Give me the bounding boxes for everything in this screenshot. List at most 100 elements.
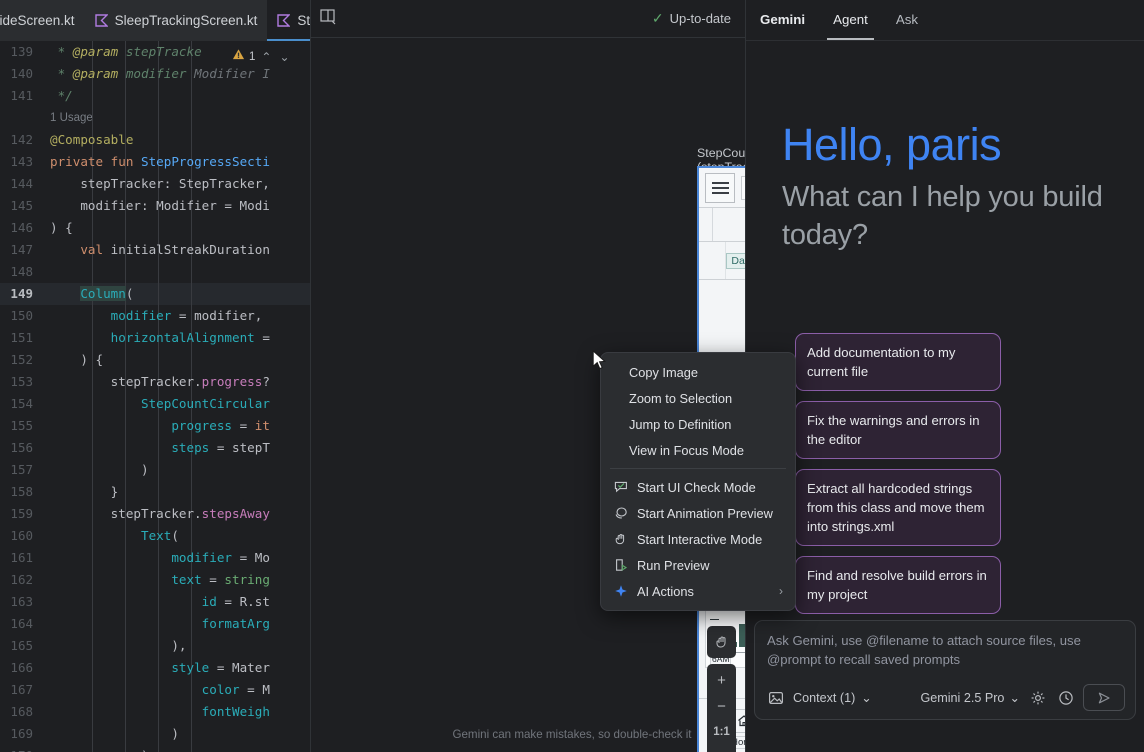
hamburger-icon[interactable]	[705, 172, 735, 203]
send-icon[interactable]	[1083, 684, 1125, 711]
code-line: 161 modifier = Mo	[10, 550, 270, 565]
code-line: 140 * @param modifier Modifier I	[10, 66, 270, 81]
code-line: 147 val initialStreakDuration	[10, 242, 270, 257]
context-selector[interactable]: Context (1) ⌄	[793, 690, 872, 706]
code-line: 150 modifier = modifier,	[10, 308, 263, 323]
code-line: 165 ),	[10, 638, 187, 653]
period-segmented-control: Day Week Month	[699, 242, 745, 280]
code-area: 139 * @param stepTracke 140 * @param mod…	[0, 41, 310, 752]
code-line: 162 text = string	[10, 572, 270, 587]
code-line: 166 style = Mater	[10, 660, 270, 675]
preview-context-menu: Copy Image Zoom to Selection Jump to Def…	[600, 352, 796, 611]
code-line: 160 Text(	[10, 528, 179, 543]
code-line: 148	[10, 264, 33, 279]
chevron-down-icon: ⌄	[1009, 691, 1020, 705]
code-line: 139 * @param stepTracke	[10, 44, 202, 59]
zoom-out-button[interactable]: −	[717, 697, 726, 715]
editor-code-viewport[interactable]: 139 * @param stepTracke 140 * @param mod…	[0, 41, 310, 752]
image-attach-icon[interactable]	[765, 687, 786, 708]
gemini-input-box[interactable]: Ask Gemini, use @filename to attach sour…	[754, 620, 1136, 720]
code-line: 164 formatArg	[10, 616, 270, 631]
kotlin-file-icon	[94, 14, 108, 27]
menu-item-start-animation-preview[interactable]: Start Animation Preview	[601, 500, 795, 526]
gemini-input-toolbar: Context (1) ⌄ Gemini 2.5 Pro ⌄	[765, 684, 1125, 711]
suggestion-card[interactable]: Add documentation to my current file	[795, 333, 1001, 391]
suggestion-card[interactable]: Extract all hardcoded strings from this …	[795, 469, 1001, 546]
code-line: 141 */	[10, 88, 73, 103]
greeting-subtitle: What can I help you build today?	[782, 181, 1103, 251]
warning-icon	[232, 48, 245, 66]
chevron-down-icon: ⌄	[861, 691, 872, 705]
menu-item-run-preview[interactable]: Run Preview	[601, 552, 795, 578]
greeting-title: Hello, paris	[782, 119, 1002, 170]
code-line: 157 )	[10, 462, 149, 477]
menu-item-ai-actions[interactable]: AI Actions ›	[601, 578, 795, 604]
gear-icon[interactable]	[1027, 687, 1048, 708]
gemini-prompt-placeholder: Ask Gemini, use @filename to attach sour…	[767, 633, 1081, 667]
code-line: 156 steps = stepT	[10, 440, 270, 455]
code-line: 151 horizontalAlignment =	[10, 330, 270, 345]
code-line: 159 stepTracker.stepsAway	[10, 506, 270, 521]
clock-icon[interactable]	[1055, 687, 1076, 708]
gemini-greeting-block: Hello, paris What can I help you build t…	[782, 118, 1144, 254]
menu-item-start-ui-check-mode[interactable]: Start UI Check Mode	[601, 474, 795, 500]
fit-screen-icon[interactable]	[708, 745, 735, 752]
menu-item-view-in-focus-mode[interactable]: View in Focus Mode	[629, 442, 744, 458]
zoom-reset-button[interactable]: 1:1	[713, 726, 730, 738]
zoom-in-button[interactable]: +	[717, 671, 726, 689]
ai-sparkle-icon	[613, 584, 628, 599]
editor-column: uideScreen.kt SleepTrackingScreen.kt Ste…	[0, 0, 486, 752]
code-line: 168 fontWeigh	[10, 704, 270, 719]
suggestion-card[interactable]: Find and resolve build errors in my proj…	[795, 556, 1001, 614]
code-line: 155 progress = it	[10, 418, 270, 433]
menu-item-jump-to-definition[interactable]: Jump to Definition	[629, 416, 732, 432]
model-selector[interactable]: Gemini 2.5 Pro ⌄	[920, 690, 1020, 706]
editor-tab-label: SleepTrackingScreen.kt	[114, 13, 258, 28]
gemini-tab-bar: Gemini Agent Ask	[746, 0, 1144, 41]
warning-count: 1	[249, 51, 256, 63]
menu-item-label: Start UI Check Mode	[637, 479, 756, 495]
menu-separator	[610, 468, 786, 469]
code-line: 169 )	[10, 726, 179, 741]
editor-tab-bar: uideScreen.kt SleepTrackingScreen.kt Ste…	[0, 0, 486, 41]
inspection-widget[interactable]: 1 ⌃ ⌄	[228, 46, 296, 68]
code-line: 142 @Composable	[10, 132, 134, 147]
pan-hand-icon[interactable]	[708, 629, 735, 655]
suggestion-card[interactable]: Fix the warnings and errors in the edito…	[795, 401, 1001, 459]
menu-item-zoom-to-selection[interactable]: Zoom to Selection	[629, 390, 733, 406]
next-problem-button[interactable]: ⌄	[279, 50, 290, 64]
preview-status: ✓ Up-to-date	[652, 10, 731, 27]
segment-day[interactable]: Day	[726, 242, 745, 279]
editor-tab-1[interactable]: SleepTrackingScreen.kt	[85, 0, 268, 41]
run-preview-icon	[613, 558, 628, 573]
menu-item-label: AI Actions	[637, 583, 694, 599]
date-header: Tuesday, April 23	[699, 208, 745, 242]
kotlin-file-icon	[277, 14, 291, 27]
code-line: 153 stepTracker.progress?	[10, 374, 270, 389]
menu-item-start-interactive-mode[interactable]: Start Interactive Mode	[601, 526, 795, 552]
tab-ask[interactable]: Ask	[895, 12, 918, 27]
editor-tab-0[interactable]: uideScreen.kt	[0, 0, 85, 41]
model-label: Gemini 2.5 Pro	[920, 690, 1005, 705]
check-icon: ✓	[651, 10, 664, 26]
editor-tab-label: uideScreen.kt	[0, 13, 75, 28]
preview-toolbar: ✓ Up-to-date	[311, 0, 745, 38]
ui-check-icon	[613, 480, 628, 495]
prev-problem-button[interactable]: ⌃	[261, 50, 272, 64]
menu-item-copy-image[interactable]: Copy Image	[629, 364, 698, 380]
interactive-hand-icon	[613, 532, 628, 547]
animation-icon	[613, 506, 628, 521]
tab-agent[interactable]: Agent	[819, 0, 882, 40]
code-line: 163 id = R.st	[10, 594, 270, 609]
code-line: 154 StepCountCircular	[10, 396, 270, 411]
gemini-brand-tab[interactable]: Gemini	[760, 12, 806, 27]
mouse-cursor	[592, 349, 607, 376]
usage-hint-row[interactable]: 1 Usage	[0, 107, 310, 129]
preview-zoom-toolbar: + − 1:1	[707, 626, 736, 752]
preview-status-label: Up-to-date	[669, 11, 731, 26]
appbar-title-placeholder	[741, 175, 745, 200]
preview-layout-icon[interactable]	[319, 7, 337, 30]
app-top-bar	[699, 168, 745, 208]
context-label: Context (1)	[793, 690, 856, 705]
